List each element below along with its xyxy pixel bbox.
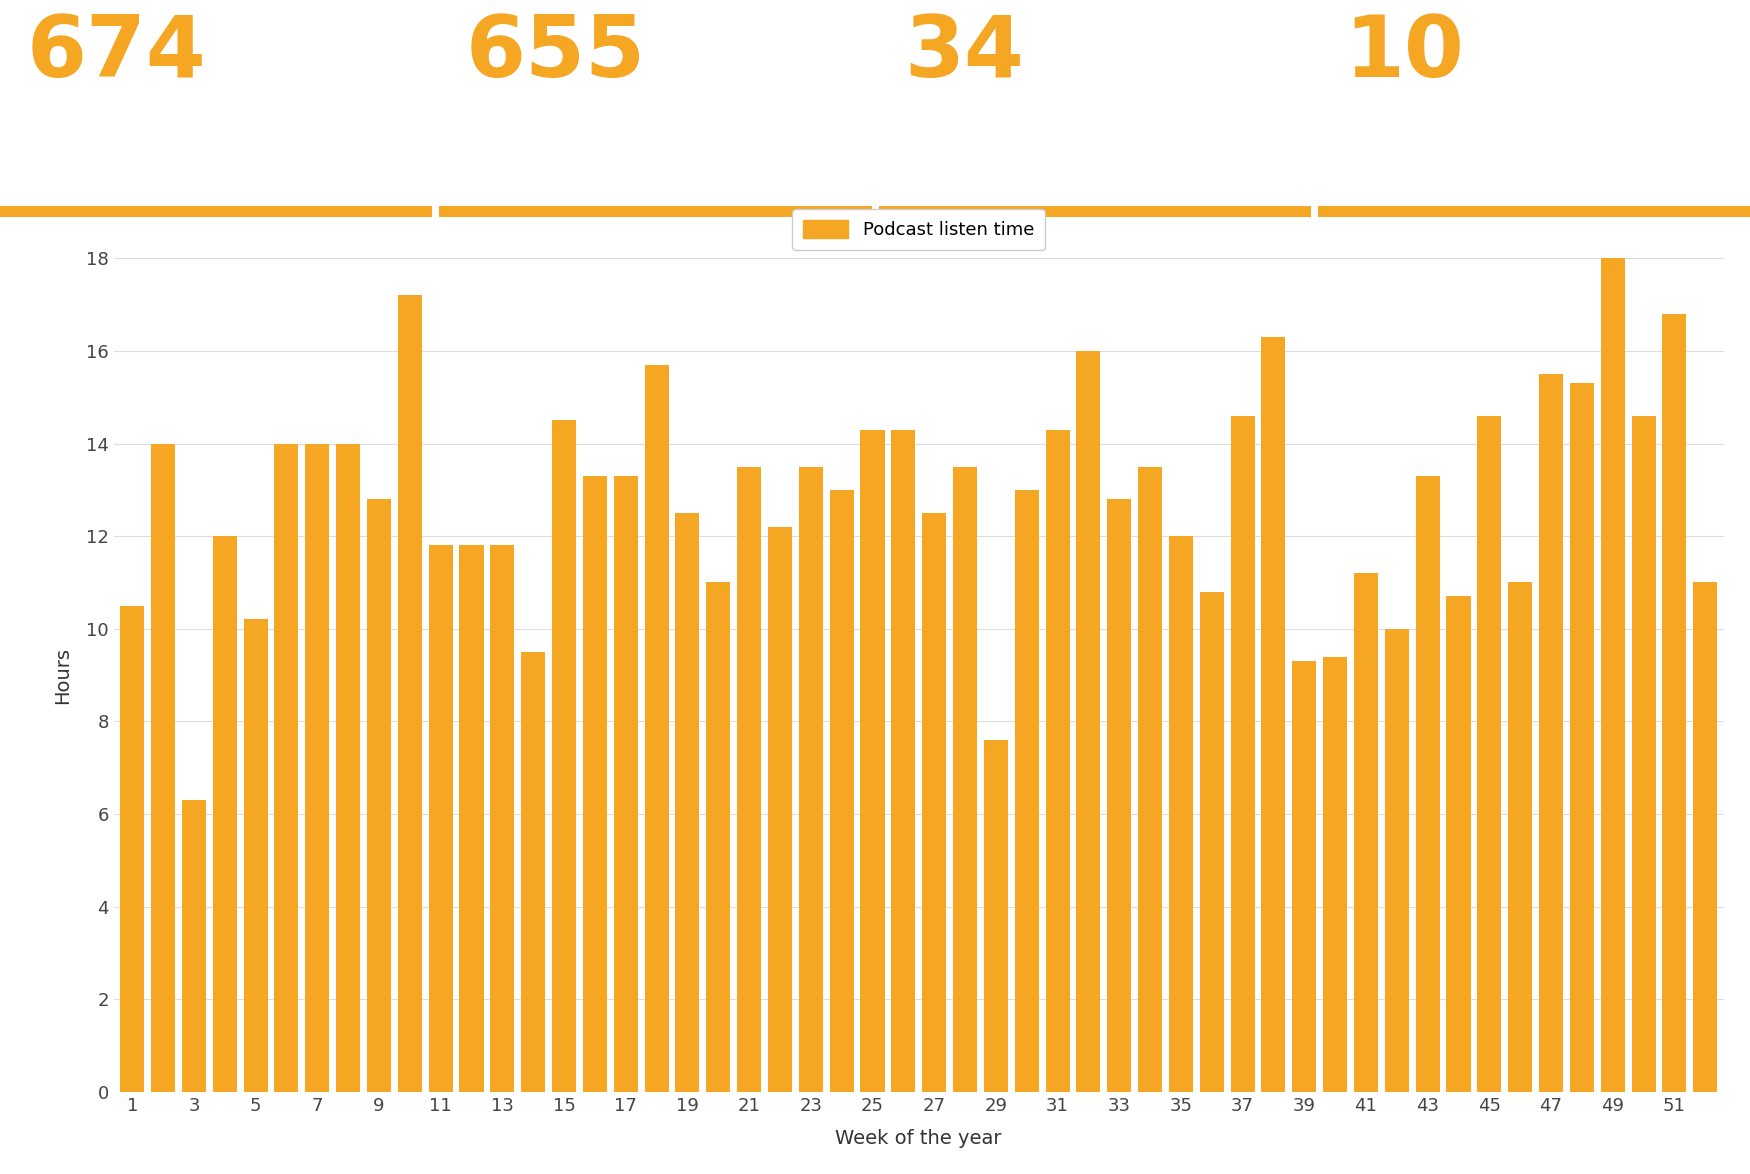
Bar — [182, 801, 206, 1092]
Legend: Podcast listen time: Podcast listen time — [793, 209, 1045, 250]
Bar — [891, 430, 915, 1092]
Bar — [1508, 582, 1533, 1092]
Bar — [1384, 629, 1409, 1092]
Bar — [878, 205, 1311, 217]
Bar — [798, 466, 822, 1092]
Bar — [243, 620, 268, 1092]
Bar — [1694, 582, 1717, 1092]
Bar — [336, 444, 360, 1092]
Bar — [861, 430, 884, 1092]
Bar — [0, 205, 432, 217]
Bar — [1570, 384, 1594, 1092]
Bar — [984, 740, 1008, 1092]
Bar — [1538, 375, 1563, 1092]
Bar — [150, 444, 175, 1092]
Bar — [614, 475, 637, 1092]
Bar — [275, 444, 299, 1092]
Bar — [551, 420, 576, 1092]
Text: 674: 674 — [26, 12, 206, 95]
Bar — [490, 546, 514, 1092]
Bar — [1318, 205, 1750, 217]
Bar — [583, 475, 607, 1092]
Bar — [707, 582, 730, 1092]
Text: hours listened to: hours listened to — [26, 141, 294, 169]
Bar — [1416, 475, 1440, 1092]
Bar — [397, 296, 422, 1092]
Bar — [922, 513, 947, 1092]
Bar — [1045, 430, 1069, 1092]
Bar — [368, 499, 390, 1092]
Bar — [737, 466, 761, 1092]
Bar — [1477, 416, 1502, 1092]
Bar — [439, 205, 872, 217]
Bar — [1076, 351, 1101, 1092]
Bar — [304, 444, 329, 1092]
Bar — [954, 466, 977, 1092]
Bar — [1447, 596, 1470, 1092]
Bar — [1262, 337, 1286, 1092]
Text: 655: 655 — [466, 12, 646, 95]
Bar — [1601, 258, 1624, 1092]
Bar — [1631, 416, 1655, 1092]
Bar — [429, 546, 453, 1092]
Y-axis label: Hours: Hours — [52, 647, 72, 703]
Text: new shows: new shows — [1344, 141, 1516, 169]
Text: 10: 10 — [1344, 12, 1463, 95]
Bar — [1230, 416, 1255, 1092]
Bar — [1292, 661, 1316, 1092]
Bar — [121, 606, 144, 1092]
Bar — [1662, 313, 1687, 1092]
Text: 34: 34 — [905, 12, 1026, 95]
Bar — [1108, 499, 1130, 1092]
Bar — [1200, 592, 1223, 1092]
Bar — [1015, 490, 1040, 1092]
Bar — [1138, 466, 1162, 1092]
Bar — [676, 513, 700, 1092]
Bar — [460, 546, 483, 1092]
Bar — [214, 537, 236, 1092]
Bar — [768, 527, 793, 1092]
Bar — [830, 490, 854, 1092]
Bar — [1323, 656, 1348, 1092]
Bar — [522, 652, 546, 1092]
Text: episodes: episodes — [466, 141, 606, 169]
Text: shows: shows — [905, 141, 1003, 169]
Bar — [644, 365, 668, 1092]
Bar — [1169, 537, 1194, 1092]
Bar — [1354, 573, 1377, 1092]
X-axis label: Week of the year: Week of the year — [835, 1128, 1003, 1147]
